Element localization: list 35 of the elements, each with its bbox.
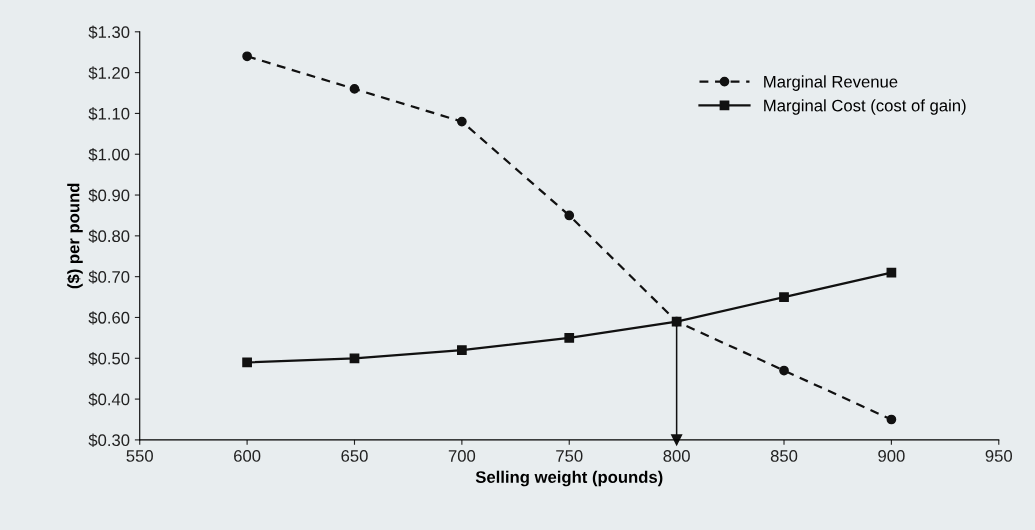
y-tick-label: $0.90: [88, 188, 130, 203]
point: [349, 84, 360, 94]
x-tick-label: 700: [448, 450, 476, 462]
x-tick-label: 750: [556, 450, 583, 462]
y-tick-label: $0.60: [88, 311, 130, 325]
y-tick-label: $1.30: [88, 25, 130, 39]
y-tick-label: $1.10: [88, 107, 130, 121]
point: [564, 210, 575, 221]
x-tick-label: 550: [126, 450, 153, 462]
point: [779, 292, 789, 302]
point: [242, 357, 252, 368]
point: [457, 345, 467, 355]
legend-label: Marginal Cost (cost of gain): [764, 99, 966, 115]
y-tick-label: $1.00: [88, 147, 130, 162]
x-tick-label: 950: [985, 450, 1013, 462]
point: [242, 51, 252, 62]
point: [886, 414, 897, 425]
x-tick-label: 800: [663, 450, 690, 462]
y-tick-label: $1.20: [88, 66, 130, 80]
x-tick-label: 850: [770, 450, 798, 462]
y-tick-label: $0.50: [88, 351, 130, 366]
y-axis-title: ($) per pound: [66, 183, 83, 289]
point: [564, 333, 575, 343]
y-tick-label: $0.40: [88, 392, 130, 407]
point: [349, 353, 360, 364]
x-tick-label: 900: [878, 450, 905, 462]
point: [457, 116, 467, 127]
y-tick-label: $0.70: [88, 270, 130, 284]
point: [779, 365, 789, 376]
x-tick-label: 600: [234, 450, 261, 462]
y-tick-label: $0.80: [88, 229, 130, 244]
x-tick-label: 650: [341, 450, 368, 462]
legend-label: Marginal Revenue: [764, 75, 898, 91]
x-axis-title: Selling weight (pounds): [475, 470, 663, 487]
y-tick-label: $0.30: [88, 433, 130, 448]
